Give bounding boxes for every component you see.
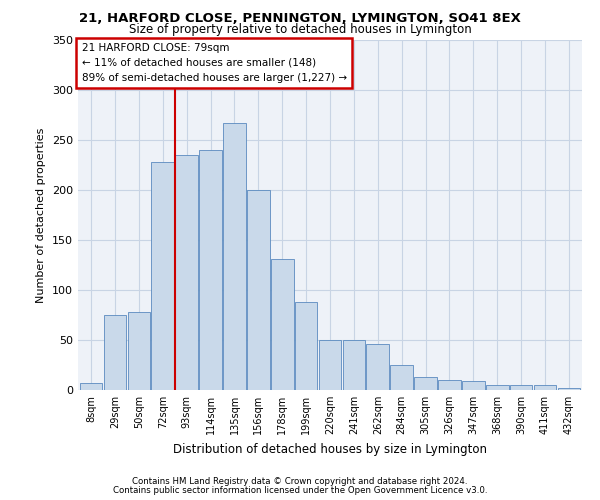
Text: Contains HM Land Registry data © Crown copyright and database right 2024.: Contains HM Land Registry data © Crown c…	[132, 477, 468, 486]
Bar	[175, 155, 198, 390]
Bar	[319, 340, 341, 390]
Bar	[510, 385, 532, 390]
Bar	[295, 302, 317, 390]
Text: 21, HARFORD CLOSE, PENNINGTON, LYMINGTON, SO41 8EX: 21, HARFORD CLOSE, PENNINGTON, LYMINGTON…	[79, 12, 521, 26]
Bar	[271, 259, 293, 390]
Text: Contains public sector information licensed under the Open Government Licence v3: Contains public sector information licen…	[113, 486, 487, 495]
Bar	[391, 365, 413, 390]
Bar	[128, 312, 150, 390]
Bar	[414, 377, 437, 390]
Bar	[486, 385, 509, 390]
Bar	[367, 344, 389, 390]
Text: Size of property relative to detached houses in Lymington: Size of property relative to detached ho…	[128, 22, 472, 36]
Bar	[557, 388, 580, 390]
Bar	[104, 315, 127, 390]
Bar	[223, 123, 246, 390]
X-axis label: Distribution of detached houses by size in Lymington: Distribution of detached houses by size …	[173, 442, 487, 456]
Y-axis label: Number of detached properties: Number of detached properties	[37, 128, 46, 302]
Bar	[247, 190, 269, 390]
Bar	[199, 150, 222, 390]
Bar	[151, 162, 174, 390]
Bar	[343, 340, 365, 390]
Bar	[533, 385, 556, 390]
Bar	[80, 383, 103, 390]
Bar	[438, 380, 461, 390]
Bar	[462, 381, 485, 390]
Text: 21 HARFORD CLOSE: 79sqm
← 11% of detached houses are smaller (148)
89% of semi-d: 21 HARFORD CLOSE: 79sqm ← 11% of detache…	[82, 43, 347, 82]
